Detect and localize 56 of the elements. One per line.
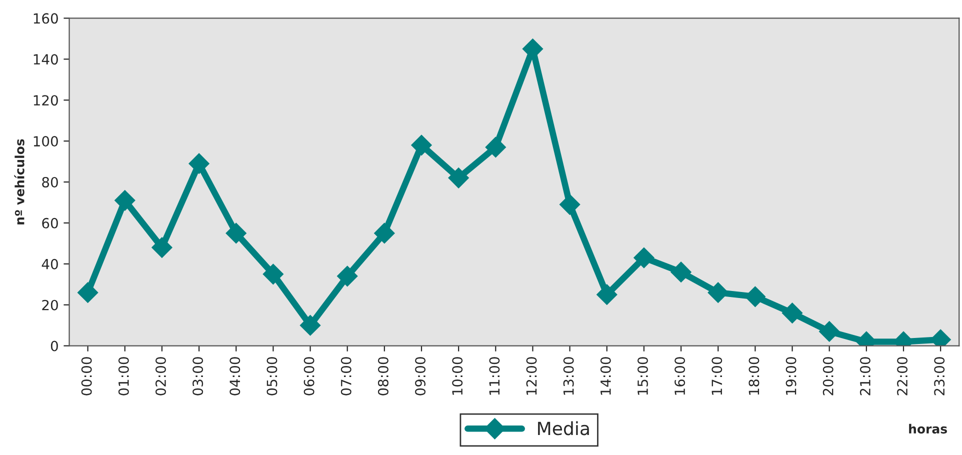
y-axis-title: nº vehículos (14, 139, 24, 224)
x-tick-label: 17:00 (712, 357, 722, 395)
y-tick-label: 160 (34, 13, 58, 24)
point (77, 282, 98, 303)
y-tick-label: 0 (50, 340, 58, 352)
point (596, 284, 618, 305)
point (411, 134, 432, 156)
x-tick-label: 05:00 (266, 357, 278, 396)
x-tick-label: 21:00 (860, 357, 870, 396)
point (152, 237, 172, 258)
point (485, 136, 506, 158)
point (782, 302, 803, 324)
point (374, 222, 395, 244)
x-tick-label: 01:00 (118, 357, 129, 396)
x-tick-label: 08:00 (378, 357, 388, 396)
x-axis-title: horas (909, 424, 947, 434)
point (188, 153, 210, 174)
point (708, 282, 728, 303)
x-tick-label: 10:00 (452, 357, 463, 395)
x-tick-label: 20:00 (822, 357, 834, 396)
x-tick-label: 16:00 (674, 357, 686, 395)
point (448, 168, 469, 188)
x-tick-label: 07:00 (340, 357, 352, 396)
x-tick-label: 12:00 (526, 357, 537, 395)
y-tick-label: 60 (42, 218, 58, 228)
point (670, 262, 692, 282)
x-tick-label: 18:00 (748, 357, 760, 395)
x-tick-label: 09:00 (415, 357, 426, 396)
x-tick-label: 15:00 (637, 357, 648, 395)
y-tick-label: 100 (34, 136, 58, 147)
x-tick-label: 22:00 (897, 357, 908, 396)
y-tick-label: 140 (34, 54, 58, 65)
y-tick-label: 80 (42, 176, 58, 188)
point (262, 264, 284, 284)
x-tick-label: 11:00 (489, 357, 500, 395)
point (226, 222, 246, 244)
point (634, 247, 654, 268)
point (559, 194, 580, 215)
point (114, 190, 136, 211)
x-tick-label: 14:00 (600, 357, 611, 395)
legend-label: Media (538, 421, 589, 436)
x-tick-label: 04:00 (230, 357, 240, 396)
x-tick-label: 03:00 (192, 357, 204, 396)
x-tick-label: 06:00 (304, 357, 314, 396)
y-tick-label: 20 (42, 300, 58, 310)
x-tick-label: 13:00 (563, 357, 574, 395)
x-tick-label: 02:00 (155, 357, 166, 396)
x-tick-label: 19:00 (786, 357, 796, 395)
x-tick-label: 23:00 (934, 357, 945, 396)
point (337, 266, 358, 287)
point (744, 286, 766, 307)
point (819, 321, 840, 342)
y-tick-label: 120 (34, 95, 58, 106)
point (300, 314, 321, 336)
y-tick-label: 40 (42, 258, 58, 270)
x-tick-label: 00:00 (81, 357, 92, 396)
